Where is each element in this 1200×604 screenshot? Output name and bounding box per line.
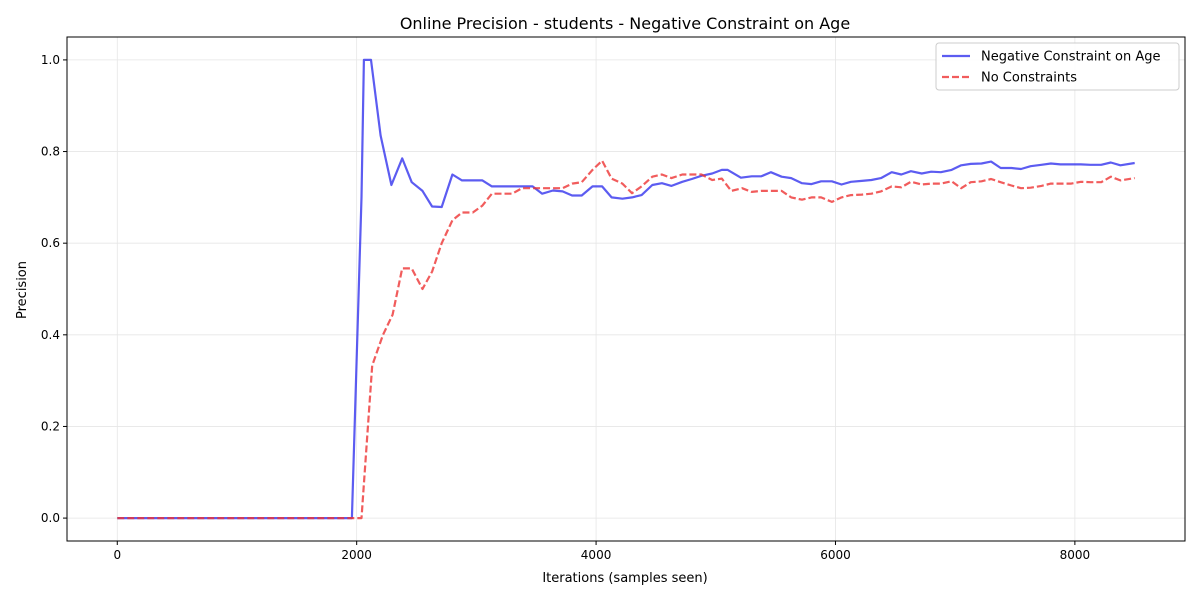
x-axis-label: Iterations (samples seen) bbox=[542, 571, 707, 586]
x-tick-label: 4000 bbox=[581, 548, 612, 562]
chart-title: Online Precision - students - Negative C… bbox=[400, 14, 850, 33]
plot-frame bbox=[66, 36, 1186, 542]
y-tick-label: 0.2 bbox=[41, 419, 60, 433]
legend: Negative Constraint on Age No Constraints bbox=[935, 42, 1180, 91]
series-line-negative-constraint-on-age bbox=[117, 58, 1135, 520]
series-line-no-constraints bbox=[117, 159, 1135, 520]
series-layer bbox=[117, 58, 1135, 520]
y-tick-label: 0.8 bbox=[41, 145, 60, 159]
ticks: 0 2000 4000 6000 8000 0.0 0.2 0.4 0.6 0.8 1.0 bbox=[41, 53, 1090, 562]
y-tick-label: 0.6 bbox=[41, 236, 60, 250]
x-tick-label: 8000 bbox=[1060, 548, 1091, 562]
legend-label: No Constraints bbox=[981, 71, 1077, 86]
y-tick-label: 0.4 bbox=[41, 328, 60, 342]
legend-label: Negative Constraint on Age bbox=[981, 50, 1160, 65]
y-tick-label: 1.0 bbox=[41, 53, 60, 67]
y-tick-label: 0.0 bbox=[41, 511, 60, 525]
x-tick-label: 6000 bbox=[820, 548, 851, 562]
x-tick-label: 0 bbox=[113, 548, 121, 562]
legend-box bbox=[935, 42, 1180, 91]
x-tick-label: 2000 bbox=[341, 548, 372, 562]
y-axis-label: Precision bbox=[15, 261, 30, 319]
